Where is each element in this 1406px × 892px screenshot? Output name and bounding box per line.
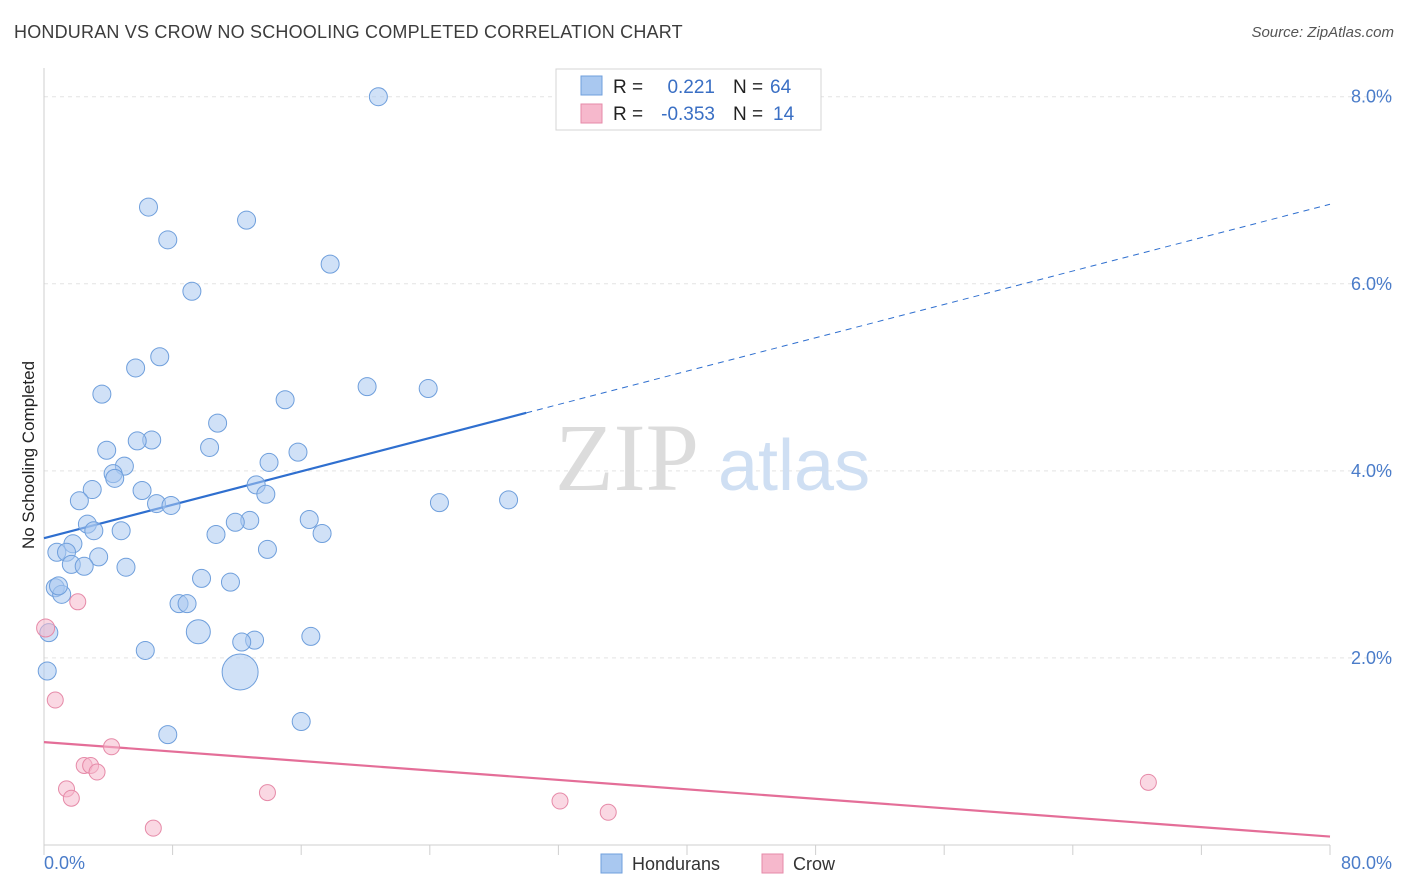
point-crow: [599, 803, 617, 821]
point-hondurans: [150, 347, 170, 367]
point-hondurans: [48, 576, 68, 596]
point-hondurans: [74, 556, 94, 576]
point-hondurans: [69, 491, 89, 511]
point-crow: [551, 792, 569, 810]
point-hondurans: [259, 452, 279, 472]
point-hondurans: [368, 87, 388, 107]
y-tick-label: 6.0%: [1351, 274, 1392, 294]
stats-legend-r-value: 0.221: [667, 77, 715, 98]
point-hondurans: [301, 626, 321, 646]
y-axis-title: No Schooling Completed: [19, 361, 38, 549]
watermark-atlas: atlas: [718, 426, 870, 506]
trend-line-hondurans: [43, 411, 527, 540]
point-hondurans: [192, 568, 212, 588]
point-hondurans: [182, 281, 202, 301]
point-hondurans: [320, 254, 340, 274]
point-hondurans: [135, 640, 155, 660]
trend-lines: [43, 203, 1331, 838]
point-hondurans: [288, 442, 308, 462]
point-hondurans: [105, 468, 125, 488]
point-hondurans: [208, 413, 228, 433]
point-hondurans: [126, 358, 146, 378]
series-legend: Hondurans Crow: [600, 853, 836, 874]
point-hondurans: [111, 521, 131, 541]
x-tick-label: 80.0%: [1341, 853, 1392, 873]
point-crow: [144, 819, 162, 837]
grid-lines: [44, 96, 1392, 659]
stats-legend-r-value: -0.353: [661, 104, 715, 125]
y-tick-label: 8.0%: [1351, 87, 1392, 107]
stats-legend-swatch-hondurans: [580, 75, 603, 96]
point-hondurans: [161, 495, 181, 515]
source-credit: Source: ZipAtlas.com: [1251, 24, 1394, 41]
point-hondurans: [37, 661, 57, 681]
point-crow: [103, 738, 121, 756]
point-hondurans: [257, 539, 277, 559]
stats-legend-n-label: N =: [733, 104, 763, 125]
chart-title: HONDURAN VS CROW NO SCHOOLING COMPLETED …: [14, 22, 683, 42]
point-crow: [88, 763, 106, 781]
point-hondurans: [499, 490, 519, 510]
series-legend-swatch-crow: [761, 853, 784, 874]
point-crow: [1139, 773, 1157, 791]
series-legend-swatch-hondurans: [600, 853, 623, 874]
series-legend-label-crow: Crow: [793, 854, 836, 874]
stats-legend-r-label: R =: [613, 77, 643, 98]
point-crow: [258, 784, 276, 802]
point-hondurans: [312, 524, 332, 544]
y-tick-label: 4.0%: [1351, 461, 1392, 481]
series-legend-label-hondurans: Hondurans: [632, 854, 720, 874]
point-hondurans: [357, 377, 377, 397]
point-hondurans: [418, 379, 438, 399]
point-hondurans: [221, 653, 259, 691]
point-hondurans: [89, 547, 109, 567]
stats-legend: R = 0.221 N = 64 R = -0.353 N = 14: [555, 68, 822, 131]
stats-legend-n-value: 14: [773, 104, 795, 125]
point-hondurans: [237, 210, 257, 230]
point-hondurans: [275, 390, 295, 410]
point-crow: [36, 618, 56, 638]
y-tick-labels: 2.0% 4.0% 6.0% 8.0%: [1351, 87, 1392, 668]
point-crow: [46, 691, 64, 709]
stats-legend-n-label: N =: [733, 77, 763, 98]
point-hondurans: [225, 512, 245, 532]
y-tick-label: 2.0%: [1351, 648, 1392, 668]
point-hondurans: [116, 557, 136, 577]
point-hondurans: [97, 440, 117, 460]
trend-line-extension: [526, 203, 1331, 414]
point-hondurans: [291, 712, 311, 732]
stats-legend-n-value: 64: [770, 77, 792, 98]
point-hondurans: [82, 480, 102, 500]
point-hondurans: [429, 493, 449, 513]
trend-line-crow: [43, 741, 1331, 838]
axes: [43, 68, 1331, 855]
data-points: [36, 87, 1157, 837]
x-tick-label: 0.0%: [44, 853, 85, 873]
point-hondurans: [256, 484, 276, 504]
point-hondurans: [92, 384, 112, 404]
point-crow: [62, 789, 80, 807]
point-hondurans: [158, 725, 178, 745]
point-hondurans: [206, 524, 226, 544]
point-hondurans: [299, 509, 319, 529]
stats-legend-swatch-crow: [580, 103, 603, 124]
point-hondurans: [138, 197, 158, 217]
stats-legend-r-label: R =: [613, 104, 643, 125]
point-hondurans: [177, 594, 197, 614]
point-crow: [69, 593, 87, 611]
point-hondurans: [127, 431, 147, 451]
point-hondurans: [132, 480, 152, 500]
x-tick-labels: 0.0% 80.0%: [44, 853, 1392, 873]
watermark-zip: ZIP: [555, 404, 699, 511]
point-hondurans: [220, 572, 240, 592]
point-hondurans: [158, 230, 178, 250]
point-hondurans: [232, 632, 252, 652]
point-hondurans: [84, 521, 104, 541]
point-hondurans: [200, 437, 220, 457]
watermark: ZIP atlas: [555, 404, 870, 511]
point-hondurans: [185, 619, 211, 645]
